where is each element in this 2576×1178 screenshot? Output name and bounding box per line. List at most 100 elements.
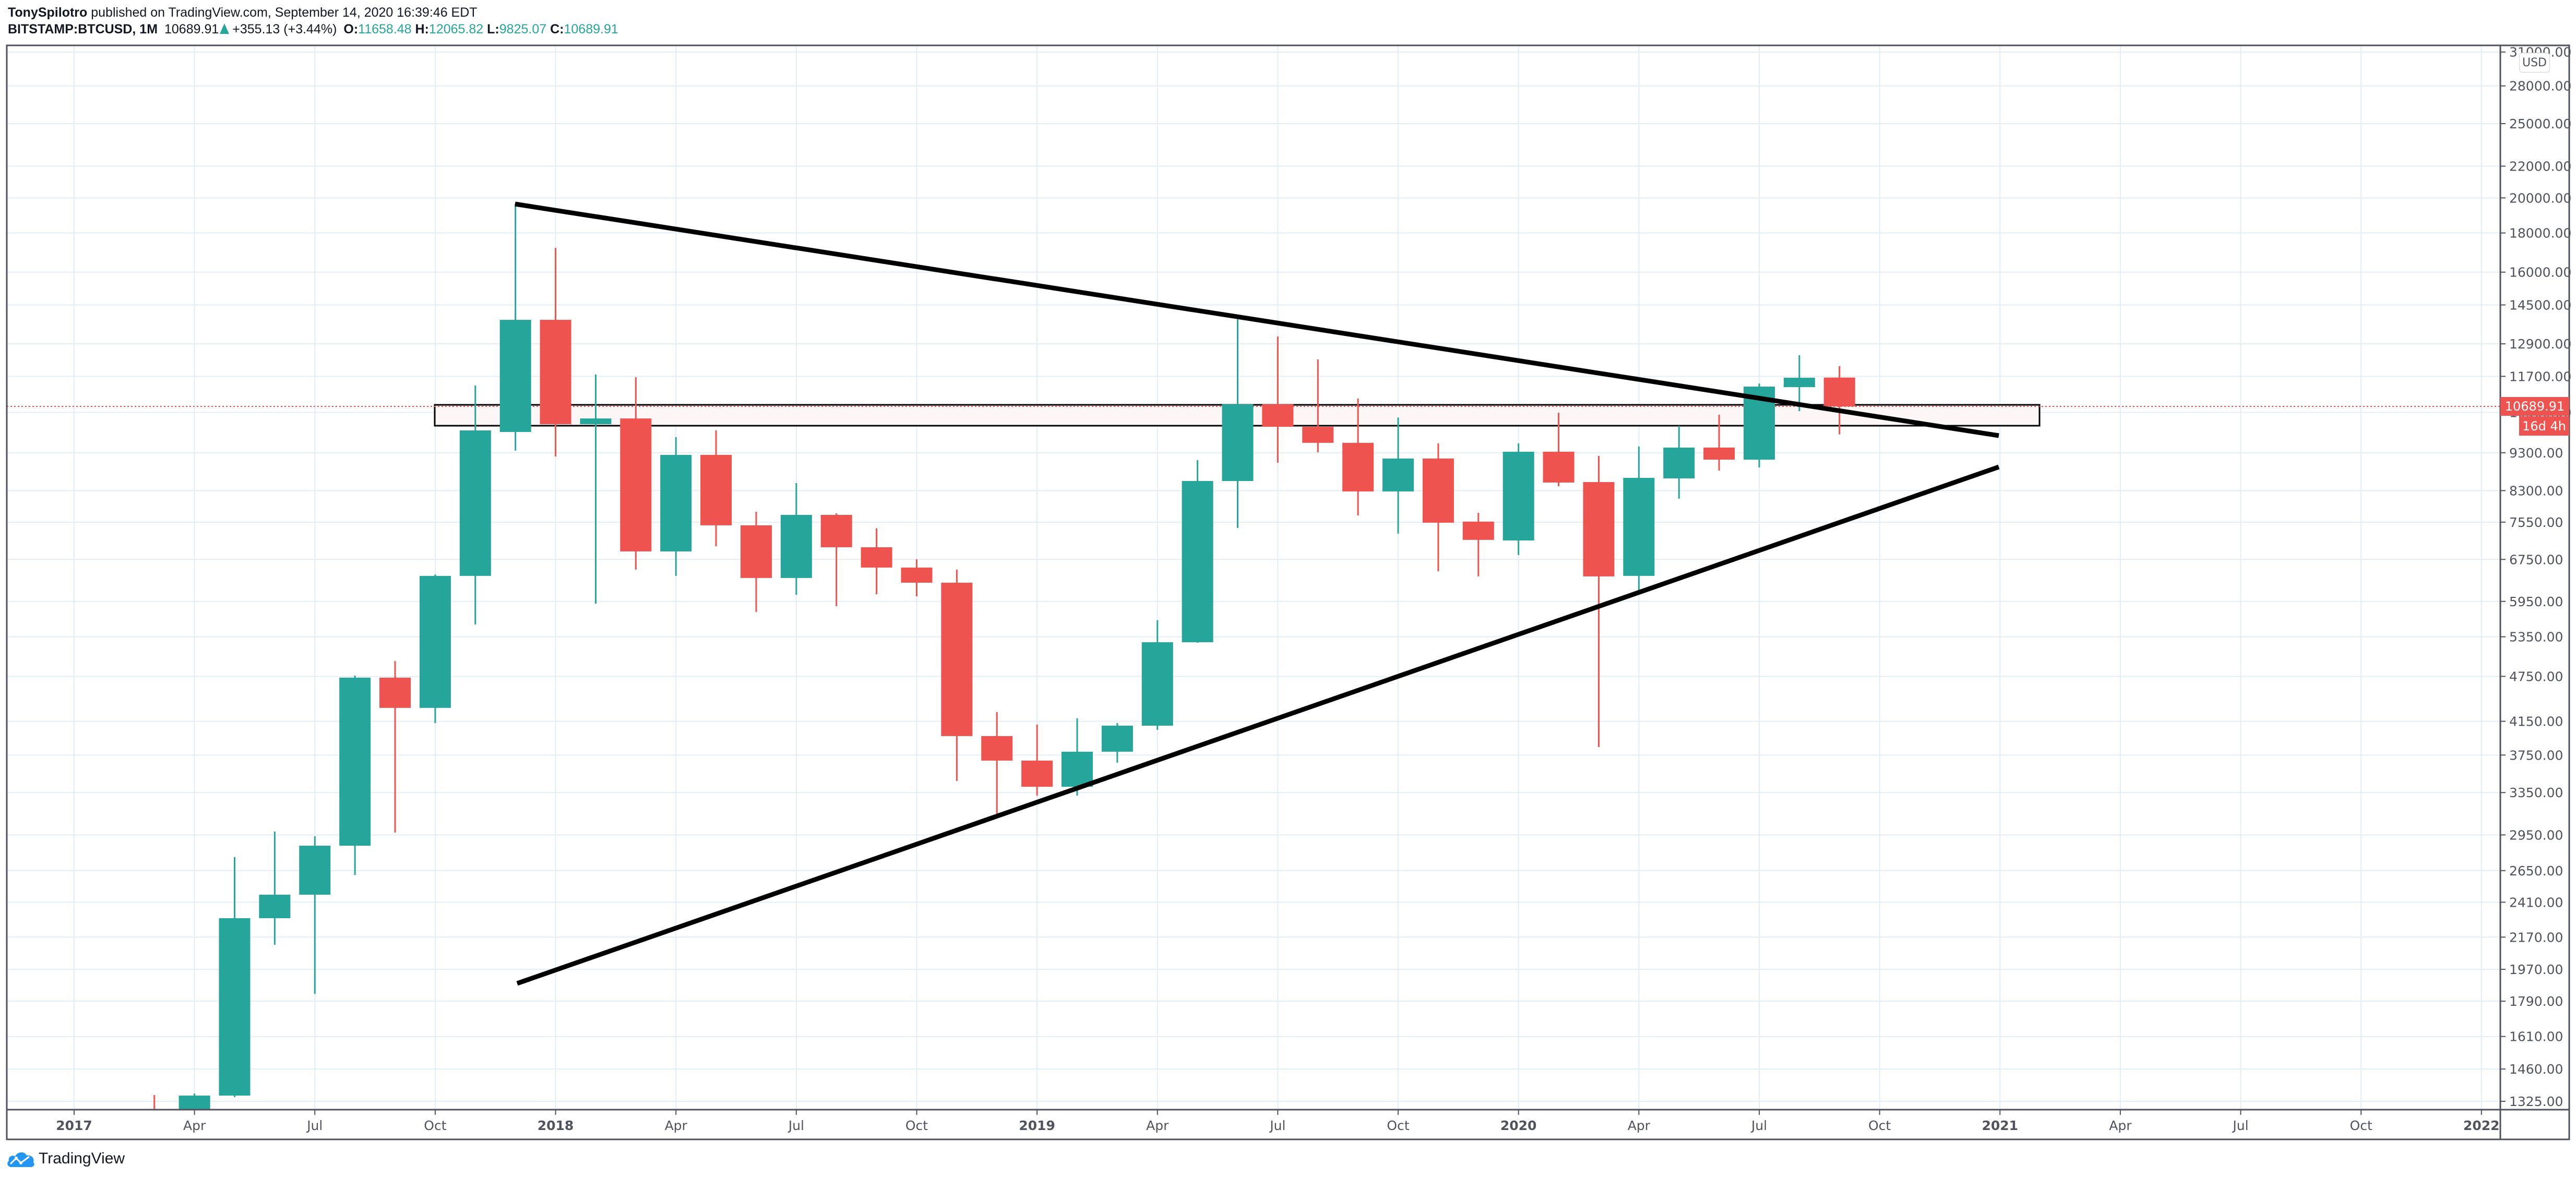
candle-2018-12[interactable] xyxy=(981,712,1013,816)
candle-2019-03[interactable] xyxy=(1101,723,1133,763)
candle-2019-04[interactable] xyxy=(1141,620,1173,730)
candle-2019-12[interactable] xyxy=(1462,512,1494,576)
candle-2020-06[interactable] xyxy=(1703,415,1735,471)
price-tick-label: 8300.00 xyxy=(2509,483,2563,498)
time-tick-label: Apr xyxy=(183,1118,206,1133)
candle-body xyxy=(1382,458,1414,491)
close-value: 10689.91 xyxy=(564,22,618,37)
time-axis[interactable]: 2017 Apr Jul Oct 2018 Apr Jul Oct 2019 Apr Jul Oct 2… xyxy=(56,1110,2500,1133)
candle-2019-10[interactable] xyxy=(1382,417,1414,534)
currency-badge[interactable]: USD xyxy=(2519,53,2550,73)
candle-2018-03[interactable] xyxy=(620,377,652,570)
open-label: O: xyxy=(343,22,359,37)
candle-body xyxy=(700,454,732,525)
price-tick-label: 2950.00 xyxy=(2509,827,2563,843)
close-label: C: xyxy=(550,22,564,37)
footer-brand[interactable]: TradingView xyxy=(6,1150,125,1168)
trendlines[interactable] xyxy=(515,201,2000,986)
candle-2019-09[interactable] xyxy=(1342,398,1374,516)
price-change: +355.13 (+3.44%) xyxy=(232,22,337,37)
price-tick-label: 5350.00 xyxy=(2509,630,2563,645)
candle-2018-04[interactable] xyxy=(660,437,692,576)
candle-2017-07[interactable] xyxy=(299,836,331,994)
up-triangle-icon xyxy=(220,23,230,34)
candle-2020-09[interactable] xyxy=(1823,366,1855,435)
candle-body xyxy=(1583,482,1615,576)
candle-2019-02[interactable] xyxy=(1062,718,1093,796)
candle-2019-05[interactable] xyxy=(1182,460,1213,643)
candle-2019-11[interactable] xyxy=(1422,443,1454,571)
price-tick-label: 3350.00 xyxy=(2509,785,2563,800)
candle-body xyxy=(901,567,933,583)
time-tick-label: Oct xyxy=(1868,1118,1891,1133)
candle-2019-07[interactable] xyxy=(1262,336,1294,463)
candle-body xyxy=(861,547,892,568)
candle-2019-06[interactable] xyxy=(1222,319,1254,528)
price-tick-label: 16000.00 xyxy=(2509,265,2571,280)
candle-body xyxy=(780,514,812,578)
time-tick-label: 2020 xyxy=(1500,1118,1537,1133)
candle-2017-10[interactable] xyxy=(419,574,451,724)
descending-trendline[interactable] xyxy=(515,201,1999,438)
ascending-trendline[interactable] xyxy=(516,464,2000,986)
candle-2020-01[interactable] xyxy=(1502,443,1534,556)
candles xyxy=(153,203,1855,1110)
chart-header: TonySpilotro published on TradingView.co… xyxy=(8,4,618,38)
candle-2018-10[interactable] xyxy=(901,559,933,596)
candle-body xyxy=(459,430,491,576)
price-tick-label: 5950.00 xyxy=(2509,594,2563,609)
low-value: 9825.07 xyxy=(499,22,547,37)
symbol-info: BITSTAMP:BTCUSD, 1M 10689.91 +355.13 (+3.… xyxy=(8,21,618,38)
time-tick-label: Apr xyxy=(1146,1118,1169,1133)
candle-2020-08[interactable] xyxy=(1783,355,1815,412)
candle-2017-06[interactable] xyxy=(259,831,291,945)
price-tick-label: 1610.00 xyxy=(2509,1029,2563,1044)
candle-body xyxy=(820,514,852,547)
price-tick-label: 28000.00 xyxy=(2509,79,2571,94)
candle-2018-11[interactable] xyxy=(941,569,973,781)
candle-body xyxy=(580,418,612,425)
candle-2020-02[interactable] xyxy=(1543,413,1575,487)
price-tick-label: 14500.00 xyxy=(2509,297,2571,312)
tradingview-cloud-logo-icon xyxy=(7,1152,34,1167)
candle-2020-05[interactable] xyxy=(1663,426,1695,499)
candle-2017-12[interactable] xyxy=(499,203,531,451)
price-tick-label: 18000.00 xyxy=(2509,226,2571,241)
candle-body xyxy=(1823,377,1855,406)
chart-frame xyxy=(6,44,2570,1140)
time-tick-label: Jul xyxy=(1269,1118,1285,1133)
candle-body xyxy=(1342,442,1374,491)
candle-2018-01[interactable] xyxy=(540,248,571,456)
candle-body xyxy=(1101,725,1133,752)
candle-2017-11[interactable] xyxy=(459,385,491,625)
candle-2020-03[interactable] xyxy=(1583,455,1615,747)
candle-2018-08[interactable] xyxy=(820,513,852,607)
last-price: 10689.91 xyxy=(164,22,219,37)
time-tick-label: 2018 xyxy=(538,1118,574,1133)
candle-2019-08[interactable] xyxy=(1302,359,1334,452)
candle-2018-09[interactable] xyxy=(861,528,892,594)
price-axis[interactable]: 31000.0028000.0025000.0022000.0020000.00… xyxy=(2500,45,2571,1109)
candle-2018-07[interactable] xyxy=(780,483,812,595)
candle-body xyxy=(1422,458,1454,523)
candle-2017-09[interactable] xyxy=(379,661,411,833)
candle-body xyxy=(499,320,531,432)
candle-2019-01[interactable] xyxy=(1021,724,1053,796)
candle-2018-05[interactable] xyxy=(700,430,732,546)
time-tick-label: 2022 xyxy=(2463,1118,2500,1133)
price-tick-label: 1790.00 xyxy=(2509,994,2563,1009)
candle-2017-05[interactable] xyxy=(219,857,251,1097)
author-name[interactable]: TonySpilotro xyxy=(8,5,88,20)
candle-body xyxy=(660,454,692,551)
candle-2018-02[interactable] xyxy=(580,375,612,604)
candle-2020-04[interactable] xyxy=(1623,446,1655,591)
price-tick-label: 6750.00 xyxy=(2509,552,2563,567)
candle-body xyxy=(1703,447,1735,460)
candle-2017-08[interactable] xyxy=(339,675,371,875)
candle-2018-06[interactable] xyxy=(740,512,772,612)
candle-2017-04[interactable] xyxy=(178,1093,210,1110)
price-tick-label: 2410.00 xyxy=(2509,895,2563,910)
candle-body xyxy=(540,320,571,425)
candle-body xyxy=(1623,477,1655,576)
